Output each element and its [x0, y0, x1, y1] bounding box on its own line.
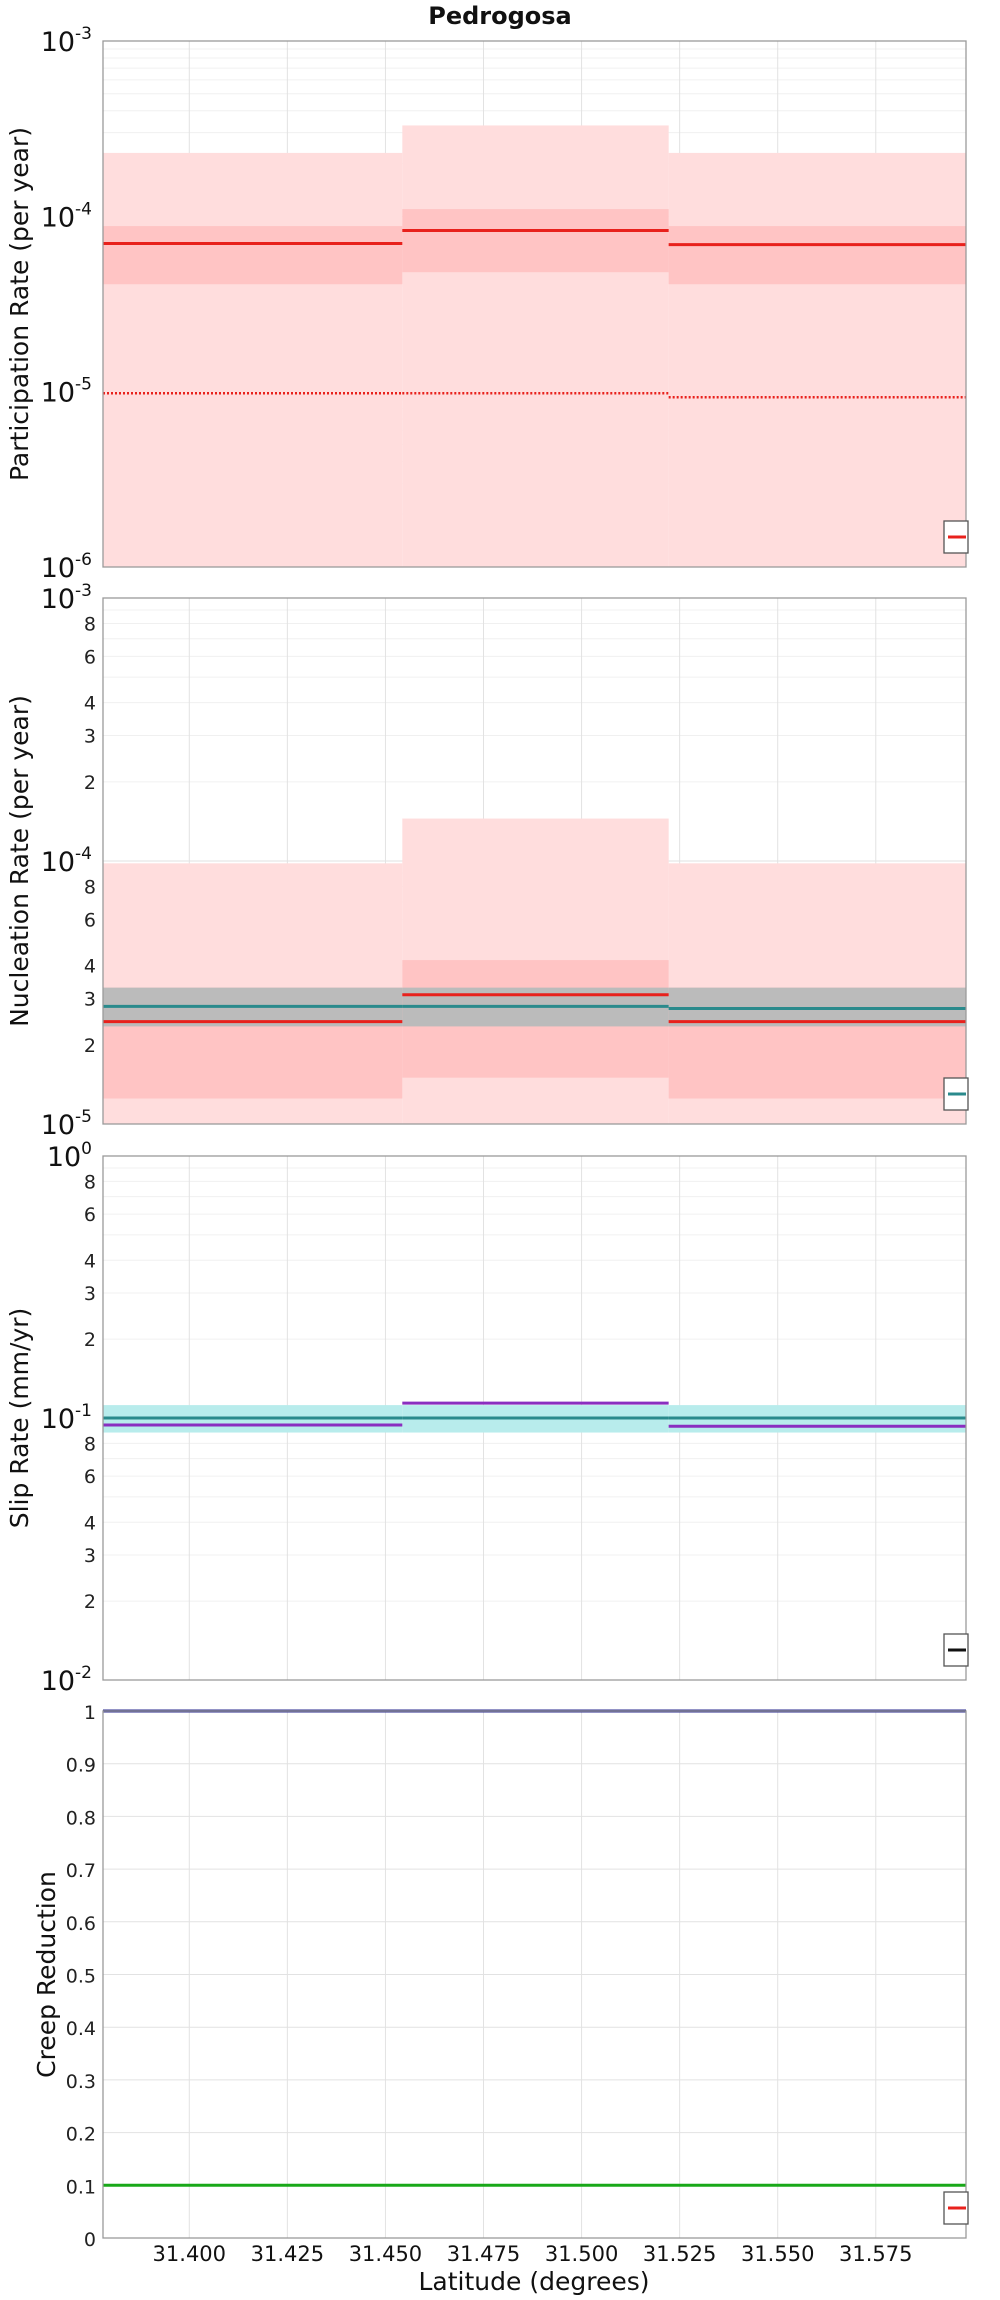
- outer-range-band: [668, 152, 966, 567]
- y-minor-tick-label: 6: [84, 909, 96, 931]
- y-tick-label: 10-4: [41, 844, 92, 878]
- y-tick-label: 0.4: [66, 2018, 96, 2040]
- y-axis-title: Participation Rate (per year): [5, 127, 34, 481]
- y-minor-tick-label: 6: [84, 646, 96, 668]
- y-tick-label: 10-3: [41, 24, 92, 58]
- x-tick-label: 31.400: [153, 2242, 226, 2266]
- y-minor-tick-label: 2: [84, 1329, 96, 1351]
- plot-frame: [102, 40, 967, 568]
- y-minor-tick-label: 8: [84, 1171, 96, 1193]
- y-minor-tick-label: 3: [84, 726, 96, 748]
- y-minor-tick-label: 3: [84, 1545, 96, 1567]
- y-minor-tick-label: 4: [84, 956, 96, 978]
- y-tick-label: 0.3: [66, 2071, 96, 2093]
- inner-range-band: [668, 226, 966, 285]
- y-tick-label: 0.9: [66, 1755, 96, 1777]
- y-minor-tick-label: 4: [84, 1512, 96, 1534]
- x-tick-label: 31.575: [839, 2242, 912, 2266]
- y-minor-tick-label: 4: [84, 1250, 96, 1272]
- y-tick-label: 10-1: [41, 1401, 92, 1435]
- y-tick-label: 10-3: [41, 581, 92, 615]
- outer-range-band: [103, 152, 403, 567]
- x-tick-label: 31.475: [447, 2242, 520, 2266]
- inner-range-band: [103, 226, 403, 285]
- y-tick-label: 0.8: [66, 1807, 96, 1829]
- y-minor-tick-label: 3: [84, 1283, 96, 1305]
- y-minor-tick-label: 2: [84, 772, 96, 794]
- y-tick-label: 0.7: [66, 1860, 96, 1882]
- plot-frame: [102, 1155, 967, 1681]
- panel-slip: 100 10-1 10-2 2 3 4 6 8 2 3 4 6 8 Slip Rate (mm/yr): [5, 1139, 969, 1697]
- x-tick-label: 31.500: [545, 2242, 618, 2266]
- y-tick-label: 10-2: [41, 1663, 92, 1697]
- y-tick-label: 10-5: [41, 375, 92, 409]
- x-tick-label: 31.450: [349, 2242, 422, 2266]
- y-tick-label: 0: [84, 2229, 96, 2251]
- y-tick-label: 10-4: [41, 199, 92, 233]
- x-axis-title: Latitude (degrees): [419, 2267, 650, 2296]
- figure-title: Pedrogosa: [428, 2, 572, 30]
- x-tick-label: 31.550: [741, 2242, 814, 2266]
- y-minor-tick-label: 8: [84, 613, 96, 635]
- y-tick-label: 0.6: [66, 1913, 96, 1935]
- panel-participation: 10-3 10-4 10-5 10-6 Participation Rate (per …: [5, 24, 969, 584]
- x-tick-label: 31.525: [643, 2242, 716, 2266]
- x-tick-label: 31.425: [251, 2242, 324, 2266]
- y-minor-tick-label: 2: [84, 1591, 96, 1613]
- y-tick-label: 10-6: [41, 550, 92, 584]
- legend: [943, 1077, 969, 1111]
- y-axis-title: Creep Reduction: [32, 1871, 61, 2078]
- plot-frame: [102, 1710, 967, 2239]
- y-axis-title: Slip Rate (mm/yr): [5, 1308, 34, 1529]
- y-tick-label: 10-5: [41, 1107, 92, 1141]
- legend: [943, 2191, 969, 2225]
- y-minor-tick-label: 8: [84, 1433, 96, 1455]
- inner-range-band: [402, 209, 669, 273]
- y-tick-label: 100: [47, 1139, 92, 1173]
- plot-frame: [102, 597, 967, 1125]
- outer-range-band: [402, 125, 669, 567]
- y-minor-tick-label: 8: [84, 876, 96, 898]
- y-minor-tick-label: 3: [84, 989, 96, 1011]
- y-tick-label: 1: [84, 1702, 96, 1724]
- y-axis-title: Nucleation Rate (per year): [5, 695, 34, 1027]
- y-tick-label: 0.2: [66, 2124, 96, 2146]
- y-minor-tick-label: 6: [84, 1466, 96, 1488]
- y-minor-tick-label: 4: [84, 693, 96, 715]
- legend: [943, 520, 969, 554]
- y-tick-label: 0.5: [66, 1966, 96, 1988]
- panel-creep: 0 0.1 0.2 0.3 0.4 0.5 0.6 0.7 0.8 0.9 1 Creep Reduc…: [32, 1702, 969, 2251]
- panel-nucleation: 10-3 10-4 10-5 2 3 4 6 8 2 3 4 6 8 Nucleation Rate (p…: [5, 581, 969, 1141]
- y-tick-label: 0.1: [66, 2176, 96, 2198]
- y-minor-tick-label: 2: [84, 1035, 96, 1057]
- legend: [943, 1633, 969, 1667]
- y-minor-tick-label: 6: [84, 1204, 96, 1226]
